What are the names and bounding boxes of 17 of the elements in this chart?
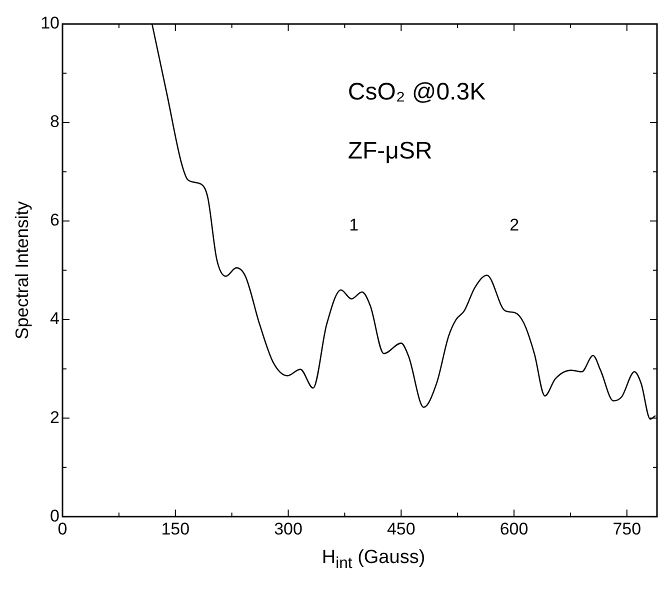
x-tick-label: 750 [612,519,642,538]
y-tick-label: 6 [50,210,60,230]
y-tick-label: 10 [40,14,60,33]
annotation: ZF-μSR [348,138,432,165]
x-tick-label: 300 [274,519,302,538]
x-tick-label: 450 [386,519,416,538]
y-tick-label: 4 [50,309,60,328]
x-tick-label: 600 [500,519,528,538]
y-tick-label: 8 [50,112,60,132]
y-tick-label: 2 [50,408,60,427]
x-axis-title: H$_{int}$ (Gauss) [320,547,426,573]
annotation: 1 [349,216,359,235]
y-tick-label: 0 [50,506,60,526]
annotation: 2 [510,216,520,235]
y-axis-title: Spectral Intensity [12,201,32,340]
annotation: CsO₂ @0.3K [348,78,486,106]
x-tick-label: 150 [161,519,190,538]
